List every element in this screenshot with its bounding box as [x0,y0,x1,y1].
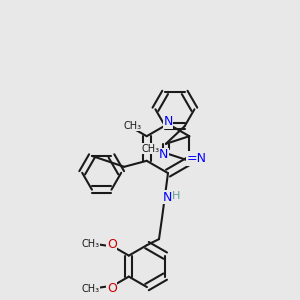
Text: N: N [163,190,172,204]
Text: N: N [159,148,168,161]
Text: N: N [163,115,173,128]
Text: CH₃: CH₃ [81,238,99,249]
Text: O: O [107,281,117,295]
Text: =N: =N [187,152,207,165]
Text: CH₃: CH₃ [81,284,99,294]
Text: O: O [107,238,117,251]
Text: CH₃: CH₃ [141,143,159,154]
Text: H: H [172,190,181,201]
Text: CH₃: CH₃ [124,121,142,131]
